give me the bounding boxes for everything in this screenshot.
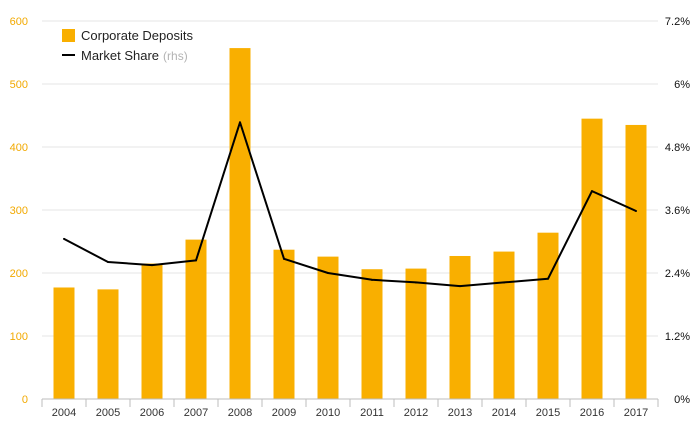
y-tick-label-right: 6% bbox=[674, 79, 690, 91]
line-point bbox=[195, 259, 197, 262]
line-point bbox=[503, 281, 505, 284]
line-point bbox=[635, 210, 637, 213]
legend-line-suffix: (rhs) bbox=[163, 49, 188, 63]
line-point bbox=[151, 264, 153, 267]
bar bbox=[361, 269, 383, 399]
bar bbox=[317, 256, 339, 399]
line-point bbox=[459, 285, 461, 288]
bar bbox=[581, 118, 603, 400]
y-tick-label-right: 2.4% bbox=[665, 268, 690, 280]
y-tick-label-right: 4.8% bbox=[665, 142, 690, 154]
bar bbox=[185, 239, 207, 399]
y-tick-label-right: 7.2% bbox=[665, 16, 690, 28]
y-tick-label-right: 1.2% bbox=[665, 331, 690, 343]
legend: Corporate Deposits Market Share (rhs) bbox=[62, 28, 193, 63]
line-point bbox=[371, 278, 373, 281]
y-tick-label-left: 500 bbox=[10, 79, 28, 91]
line-point bbox=[107, 260, 109, 263]
bar bbox=[273, 249, 295, 399]
bar bbox=[625, 124, 647, 399]
x-tick-label: 2013 bbox=[448, 407, 472, 419]
bar bbox=[449, 255, 471, 399]
bar bbox=[405, 268, 427, 399]
line-point bbox=[63, 237, 65, 240]
line-point bbox=[239, 121, 241, 124]
line-series bbox=[63, 121, 637, 288]
y-tick-label-right: 3.6% bbox=[665, 205, 690, 217]
axes: 0 0% 100 1.2% 200 2.4% 300 3.6% 400 4.8% 500 6% 600 7… bbox=[10, 16, 691, 419]
y-tick-label-left: 100 bbox=[10, 331, 28, 343]
x-tick-label: 2004 bbox=[52, 407, 76, 419]
line-point bbox=[415, 281, 417, 284]
bar bbox=[97, 289, 119, 399]
bar bbox=[493, 251, 515, 399]
legend-bar-swatch bbox=[62, 29, 75, 42]
line-point bbox=[327, 272, 329, 274]
x-tick-label: 2009 bbox=[272, 407, 296, 419]
x-tick-label: 2006 bbox=[140, 407, 164, 419]
x-tick-label: 2010 bbox=[316, 407, 340, 419]
x-tick-label: 2007 bbox=[184, 407, 208, 419]
x-tick-label: 2011 bbox=[360, 407, 384, 419]
bar bbox=[537, 232, 559, 399]
x-tick-label: 2017 bbox=[624, 407, 648, 419]
x-tick-label: 2005 bbox=[96, 407, 120, 419]
y-tick-label-left: 0 bbox=[22, 394, 28, 406]
x-tick-label: 2008 bbox=[228, 407, 252, 419]
market-share-line bbox=[63, 121, 637, 288]
line-point bbox=[283, 257, 285, 260]
line-point bbox=[591, 190, 593, 193]
bar bbox=[53, 287, 75, 399]
legend-bar-label: Corporate Deposits bbox=[81, 28, 193, 43]
bar bbox=[141, 263, 163, 399]
bar-series bbox=[53, 48, 647, 400]
gridlines bbox=[42, 20, 658, 337]
legend-line-name: Market Share bbox=[81, 48, 159, 63]
x-tick-label: 2014 bbox=[492, 407, 516, 419]
legend-line-label: Market Share (rhs) bbox=[81, 48, 188, 63]
x-tick-label: 2016 bbox=[580, 407, 604, 419]
x-tick-label: 2012 bbox=[404, 407, 428, 419]
y-tick-label-left: 200 bbox=[10, 268, 28, 280]
line-point bbox=[547, 277, 549, 280]
bar bbox=[229, 48, 251, 400]
x-tick-label: 2015 bbox=[536, 407, 560, 419]
y-tick-label-left: 300 bbox=[10, 205, 28, 217]
y-tick-label-left: 400 bbox=[10, 142, 28, 154]
y-tick-label-right: 0% bbox=[674, 394, 690, 406]
y-tick-label-left: 600 bbox=[10, 16, 28, 28]
